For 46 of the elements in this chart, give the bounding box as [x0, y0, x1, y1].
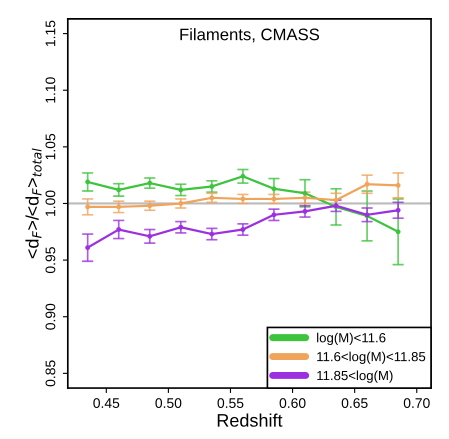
- point: [85, 180, 90, 184]
- x-tick-label: 0.50: [155, 398, 182, 408]
- point: [147, 180, 152, 186]
- point: [396, 229, 401, 234]
- point: [85, 204, 90, 210]
- point: [272, 186, 276, 192]
- point: [240, 196, 246, 202]
- point: [396, 182, 401, 188]
- point: [240, 174, 246, 179]
- y-tick-label: 0.85: [45, 360, 56, 386]
- point: [334, 198, 338, 203]
- point: [272, 196, 276, 202]
- x-tick-label: 0.60: [280, 398, 306, 408]
- x-tick-label: 0.45: [93, 398, 120, 408]
- chart-title: Filaments, CMASS: [180, 28, 320, 42]
- point: [116, 187, 122, 192]
- point: [302, 190, 308, 196]
- point: [396, 208, 401, 213]
- x-axis-title: Redshift: [218, 414, 282, 427]
- point: [178, 224, 184, 230]
- x-tick-label: 0.70: [404, 398, 430, 408]
- point: [364, 182, 370, 187]
- point: [116, 227, 122, 232]
- point: [209, 232, 214, 236]
- point: [272, 212, 276, 218]
- legend-label: 11.85<log(M): [317, 370, 393, 383]
- legend-label: log(M)<11.6: [317, 332, 386, 346]
- y-tick-label: 1.15: [46, 20, 56, 46]
- point: [147, 234, 152, 239]
- point: [302, 195, 308, 200]
- y-tick-label: 1.10: [45, 77, 56, 103]
- y-tick-label: 1.00: [45, 190, 56, 216]
- y-tick-label: 0.90: [45, 304, 56, 330]
- point: [302, 208, 308, 214]
- y-axis-title: <d$_{F}$>/<d$_{F}$>$_{total}$: [25, 148, 42, 258]
- x-tick-label: 0.55: [218, 398, 244, 408]
- point: [178, 187, 184, 192]
- point: [209, 184, 214, 189]
- point: [85, 245, 90, 250]
- point: [116, 204, 122, 210]
- x-tick-label: 0.65: [342, 398, 368, 408]
- legend-label: 11.6<log(M)<11.85: [317, 352, 426, 364]
- point: [178, 201, 184, 206]
- point: [240, 227, 246, 232]
- y-tick-label: 1.05: [45, 134, 56, 160]
- y-tick-label: 0.95: [45, 247, 56, 274]
